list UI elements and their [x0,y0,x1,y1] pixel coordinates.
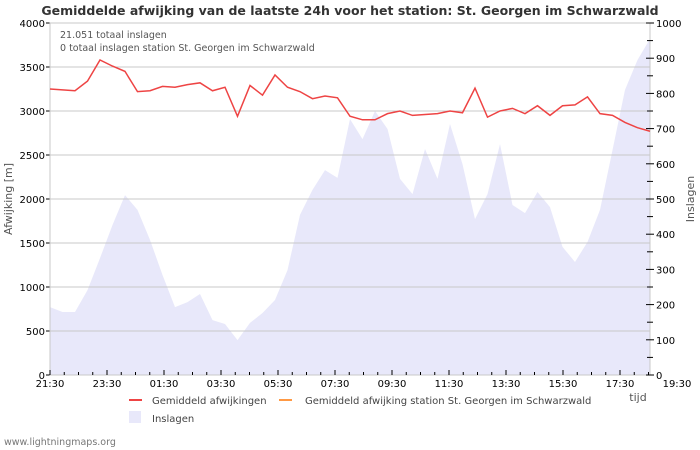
x-tick-label: 23:30 [93,379,122,390]
y2-tick-label: 700 [656,125,675,136]
y2-tick-label: 0 [656,371,662,382]
y2-tick-label: 1000 [656,19,681,30]
info-total: 21.051 totaal inslagen [60,30,167,41]
x-tick-label: 17:30 [606,379,635,390]
strikes-area [50,38,650,376]
x-tick-label: 05:30 [264,379,293,390]
x-tick-label: 13:30 [492,379,521,390]
y2-tick-label: 300 [656,265,675,276]
chart-title: Gemiddelde afwijking van de laatste 24h … [41,3,658,18]
x-tick-label: 07:30 [321,379,350,390]
plot-area: 0 500 1000 1500 2000 2500 3000 3500 4000 0 100 200 3… [20,19,692,390]
x-tick-label: 19:30 [663,379,692,390]
y2-tick-label: 500 [656,195,675,206]
y-tick-label: 1500 [20,239,45,250]
x-tick-label: 15:30 [549,379,578,390]
legend-item-station[interactable]: Gemiddeld afwijking station St. Georgen … [279,396,591,407]
avg-deviation-line [49,58,651,132]
y2-tick-label: 900 [656,54,675,65]
x-tick-label: 11:30 [435,379,464,390]
y-axis-label: Afwijking [m] [2,163,15,235]
footer-link[interactable]: www.lightningmaps.org [4,437,116,448]
info-station: 0 totaal inslagen station St. Georgen im… [60,43,315,54]
x-axis-label: tijd [629,391,646,404]
y-tick-label: 2000 [20,195,45,206]
y-tick-label: 500 [26,327,45,338]
x-tick-label: 01:30 [150,379,179,390]
y2-tick-label: 400 [656,230,675,241]
y-tick-label: 3500 [20,63,45,74]
y-tick-label: 4000 [20,19,45,30]
y2-tick-label: 600 [656,160,675,171]
y-tick-label: 2500 [20,151,45,162]
y2-tick-label: 100 [656,336,675,347]
y2-tick-label: 800 [656,89,675,100]
y2-axis-label: Inslagen [684,176,697,222]
svg-text:Inslagen: Inslagen [152,414,194,425]
y-tick-label: 1000 [20,283,45,294]
y-tick-label: 0 [39,371,45,382]
x-tick-label: 21:30 [36,379,65,390]
legend-item-avg[interactable]: Gemiddeld afwijkingen [129,396,267,407]
legend: Gemiddeld afwijkingen Gemiddeld afwijkin… [129,396,591,425]
x-tick-label: 09:30 [378,379,407,390]
y2-tick-label: 200 [656,301,675,312]
legend-item-strikes[interactable]: Inslagen [129,411,194,425]
x-tick-label: 03:30 [207,379,236,390]
svg-text:Gemiddeld afwijkingen: Gemiddeld afwijkingen [152,396,267,407]
y-tick-label: 3000 [20,107,45,118]
svg-text:Gemiddeld afwijking station St: Gemiddeld afwijking station St. Georgen … [305,396,591,407]
